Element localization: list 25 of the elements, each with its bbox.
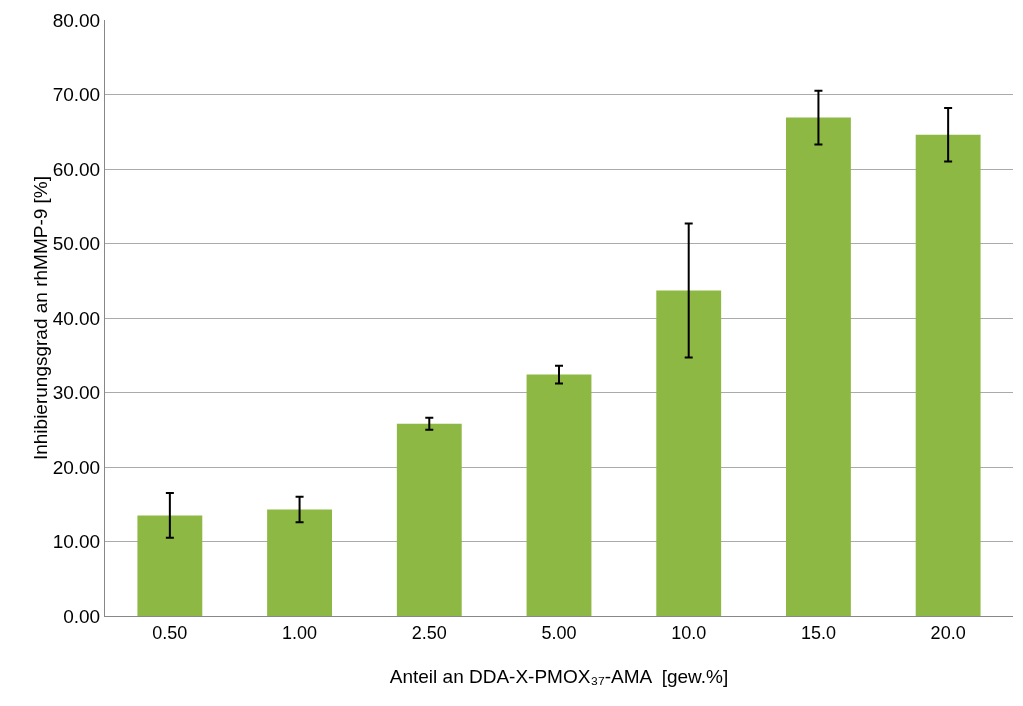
- bar: [915, 134, 981, 616]
- bar: [786, 117, 851, 616]
- x-tick-label: 15.0: [800, 622, 836, 643]
- bar: [656, 290, 722, 616]
- y-tick-label: 20.00: [52, 456, 101, 478]
- y-axis-title: Inhibierungsgrad an rhMMP-9 [%]: [29, 175, 51, 461]
- x-tick-label: 0.50: [152, 622, 188, 643]
- bar: [396, 423, 462, 616]
- y-tick-label: 70.00: [52, 84, 101, 106]
- y-tick-label: 10.00: [52, 531, 101, 553]
- y-tick-label: 0.00: [63, 605, 101, 627]
- x-tick-label: 1.00: [282, 622, 318, 643]
- x-tick-label: 2.50: [411, 622, 447, 643]
- y-tick-label: 80.00: [52, 9, 101, 31]
- x-tick-label: 5.00: [541, 622, 577, 643]
- bar: [137, 515, 203, 616]
- bar: [267, 509, 332, 616]
- bar: [526, 374, 592, 616]
- y-tick-label: 30.00: [52, 382, 101, 404]
- y-tick-label: 60.00: [52, 158, 101, 180]
- y-tick-label: 40.00: [52, 307, 101, 329]
- x-tick-label: 20.0: [930, 622, 966, 643]
- x-axis-title: Anteil an DDA-X-PMOX₃₇-AMA [gew.%]: [389, 666, 729, 687]
- x-tick-label: 10.0: [671, 622, 707, 643]
- y-tick-label: 50.00: [52, 233, 101, 255]
